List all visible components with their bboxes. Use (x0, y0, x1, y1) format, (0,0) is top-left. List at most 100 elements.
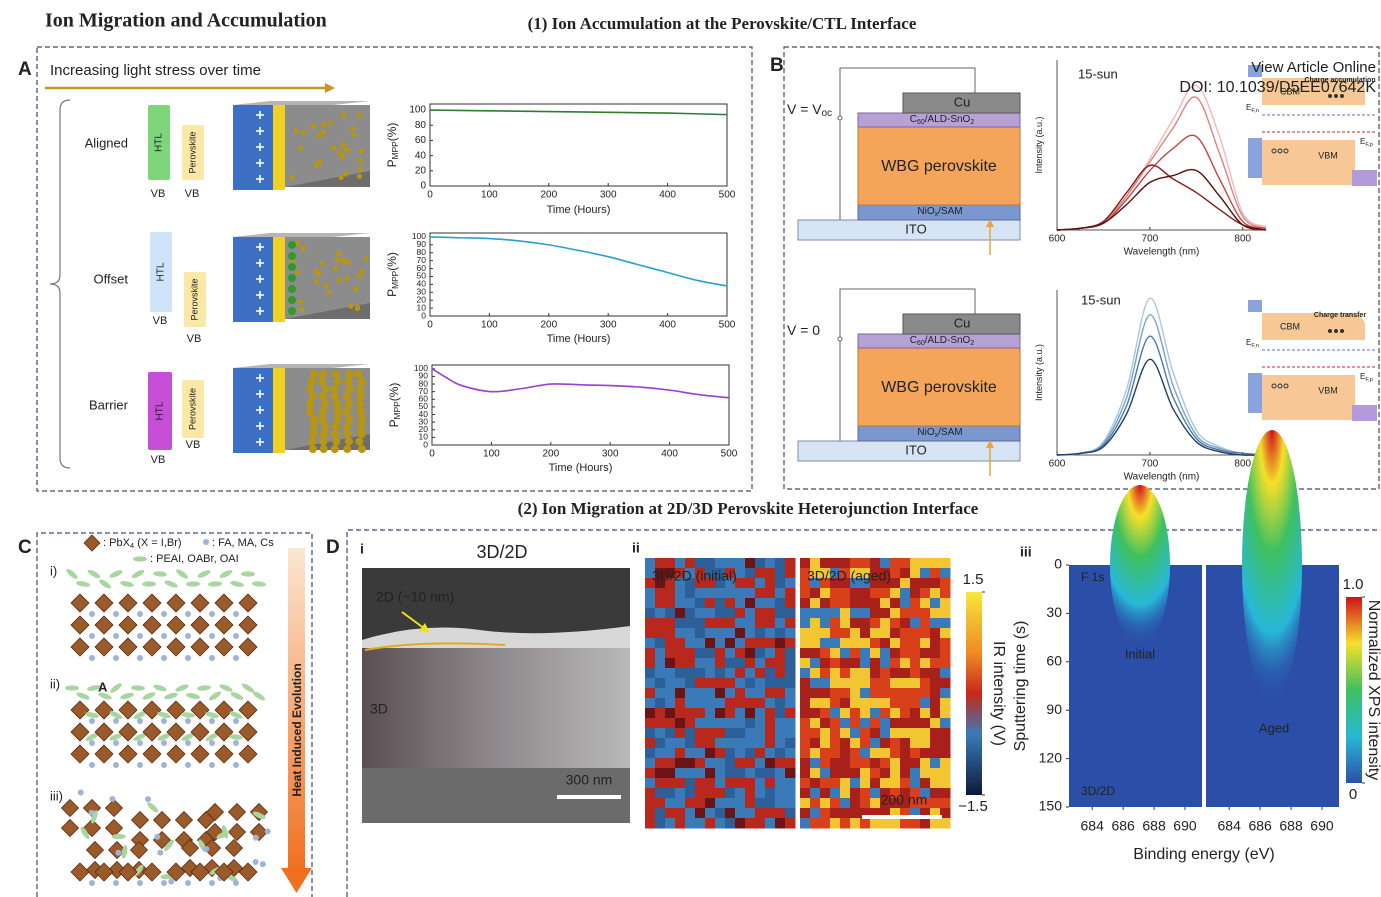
map-pixel (850, 708, 861, 719)
map-pixel (930, 758, 941, 769)
map-pixel (755, 628, 766, 639)
map-pixel (725, 598, 736, 609)
map-pixel (830, 748, 841, 759)
map-pixel (785, 648, 796, 659)
map-pixel (775, 578, 786, 589)
map-pixel (880, 678, 891, 689)
map-pixel (725, 708, 736, 719)
map-pixel (655, 628, 666, 639)
map-pixel (765, 648, 776, 659)
x-tick-label: 500 (721, 449, 738, 460)
map-label: 3D/2D (aged) (807, 568, 891, 584)
map-pixel (655, 608, 666, 619)
ion (343, 393, 351, 401)
map-pixel (860, 758, 871, 769)
colorbar-label: Normalized XPS intensity (1365, 600, 1381, 781)
pbx-octahedron (215, 745, 233, 763)
text-part: C (910, 114, 917, 125)
ion (336, 278, 341, 283)
y-tick-label: 120 (1039, 749, 1063, 765)
series-line (1057, 315, 1266, 455)
map-pixel (695, 678, 706, 689)
cation (161, 611, 167, 617)
text-part: Intensity (a.u.) (1034, 344, 1044, 401)
ion (356, 400, 364, 408)
map-pixel (765, 718, 776, 729)
vbm-band (1262, 375, 1355, 420)
map-pixel (755, 608, 766, 619)
map-pixel (715, 688, 726, 699)
map-pixel (850, 748, 861, 759)
map-pixel (920, 648, 931, 659)
map-pixel (880, 588, 891, 599)
map-pixel (900, 728, 911, 739)
map-pixel (860, 728, 871, 739)
htl-label: HTL (155, 401, 166, 420)
scale-label: 300 nm (566, 772, 613, 788)
text-part: F,p (1365, 377, 1372, 383)
accumulated-ion (288, 274, 296, 282)
map-pixel (940, 648, 951, 659)
pbx-octahedron (71, 594, 89, 612)
map-pixel (655, 708, 666, 719)
spacer (208, 690, 223, 702)
map-pixel (890, 738, 901, 749)
map-pixel (765, 578, 776, 589)
map-pixel (725, 728, 736, 739)
map-pixel (830, 588, 841, 599)
map-pixel (800, 818, 811, 829)
map-pixel (785, 748, 796, 759)
ion (346, 385, 354, 393)
map-pixel (900, 648, 911, 659)
map-pixel (755, 738, 766, 749)
map-pixel (765, 748, 776, 759)
map-pixel (695, 778, 706, 789)
map-pixel (830, 608, 841, 619)
map-pixel (645, 608, 656, 619)
map-pixel (735, 778, 746, 789)
x-tick-label: 0 (427, 320, 433, 331)
pbx-octahedron (167, 594, 185, 612)
map-pixel (775, 768, 786, 779)
cation (185, 880, 191, 886)
plot-frame (432, 365, 729, 445)
x-axis-label: Wavelength (nm) (1124, 247, 1200, 258)
map-pixel (665, 588, 676, 599)
ion (345, 415, 353, 423)
map-pixel (785, 758, 796, 769)
map-pixel (860, 678, 871, 689)
map-pixel (820, 628, 831, 639)
pbx-octahedron (71, 745, 89, 763)
map-pixel (840, 708, 851, 719)
map-pixel (810, 798, 821, 809)
spacer (142, 581, 156, 586)
cation (203, 539, 209, 545)
map-pixel (675, 658, 686, 669)
text-part: V = 0 (787, 322, 820, 338)
map-pixel (785, 678, 796, 689)
map-pixel (715, 808, 726, 819)
map-pixel (685, 808, 696, 819)
ion (331, 145, 336, 150)
map-pixel (870, 588, 881, 599)
map-pixel (685, 738, 696, 749)
map-pixel (880, 748, 891, 759)
carrier (1340, 329, 1344, 333)
map-pixel (755, 588, 766, 599)
htl-label: NiOx/SAM (917, 206, 962, 218)
text-part: F,p (1365, 142, 1372, 148)
map-pixel (930, 598, 941, 609)
map-pixel (715, 698, 726, 709)
map-pixel (910, 648, 921, 659)
map-pixel (775, 748, 786, 759)
map-pixel (675, 748, 686, 759)
ion (340, 142, 345, 147)
map-pixel (745, 668, 756, 679)
map-pixel (880, 618, 891, 629)
accumulated-ion (288, 241, 296, 249)
map-pixel (890, 588, 901, 599)
map-pixel (715, 818, 726, 829)
map-pixel (665, 758, 676, 769)
map-pixel (910, 568, 921, 579)
ion (359, 269, 364, 274)
